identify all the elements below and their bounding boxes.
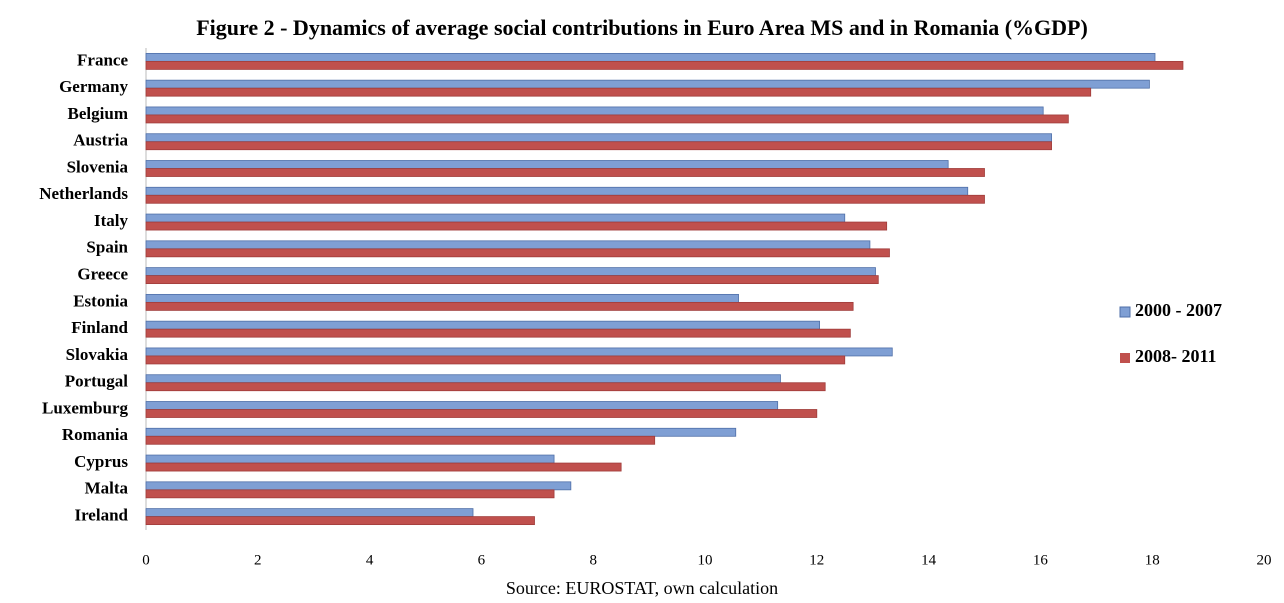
y-tick-label: Germany (59, 77, 128, 96)
legend-swatch (1120, 353, 1130, 363)
bar (145, 87, 1092, 97)
bar (145, 462, 622, 472)
bar (145, 52, 1156, 62)
bar (145, 382, 826, 392)
legend-swatch (1119, 306, 1131, 318)
bar (145, 328, 851, 338)
x-tick-label: 6 (478, 552, 486, 568)
y-tick-label: Malta (85, 479, 129, 498)
legend-label: 2008- 2011 (1135, 346, 1217, 366)
bar (145, 355, 846, 365)
y-tick-label: Slovenia (67, 157, 129, 176)
y-tick-label: Netherlands (39, 184, 128, 203)
bar (145, 508, 474, 518)
x-tick-label: 8 (589, 552, 597, 568)
y-tick-label: Belgium (68, 104, 128, 123)
bar (145, 160, 949, 169)
bar (145, 168, 985, 177)
y-tick-label: Romania (62, 425, 129, 444)
bar (145, 301, 854, 311)
x-tick-label: 2 (254, 552, 262, 568)
x-tick-label: 16 (1033, 552, 1049, 568)
bar (145, 114, 1069, 124)
bar (145, 481, 572, 491)
y-tick-label: Greece (77, 265, 128, 284)
x-tick-label: 18 (1145, 552, 1160, 568)
bar (145, 516, 535, 526)
y-tick-label: Luxemburg (42, 398, 128, 417)
bar (145, 347, 893, 357)
bar (145, 454, 555, 464)
legend-label: 2000 - 2007 (1135, 300, 1222, 320)
y-tick-label: Portugal (65, 372, 129, 391)
y-tick-label: Italy (94, 211, 129, 230)
source-note: Source: EUROSTAT, own calculation (506, 578, 778, 598)
y-tick-label: France (77, 50, 128, 69)
bar (145, 60, 1184, 70)
bar (145, 489, 555, 499)
bar (145, 106, 1044, 116)
bar (145, 194, 985, 204)
chart-title: Figure 2 - Dynamics of average social co… (196, 15, 1088, 40)
x-tick-label: 14 (921, 552, 937, 568)
bar (145, 320, 820, 330)
bar (145, 141, 1052, 151)
bar (145, 186, 969, 196)
y-tick-label: Ireland (74, 506, 128, 525)
bar (145, 427, 737, 437)
y-tick-label: Estonia (73, 291, 128, 310)
x-tick-label: 12 (809, 552, 824, 568)
x-tick-label: 10 (698, 552, 713, 568)
bar (145, 240, 871, 250)
bar (145, 79, 1150, 89)
y-tick-label: Spain (86, 238, 128, 257)
bar (145, 275, 879, 285)
bar (145, 293, 739, 303)
bar (145, 221, 888, 231)
bar (145, 248, 890, 258)
x-tick-label: 4 (366, 552, 374, 568)
bar (145, 133, 1052, 143)
bar (145, 435, 656, 445)
bar (145, 374, 781, 384)
x-tick-label: 20 (1257, 552, 1272, 568)
bar (145, 401, 779, 410)
bar (145, 267, 876, 277)
y-tick-label: Finland (71, 318, 128, 337)
y-tick-label: Slovakia (66, 345, 129, 364)
x-tick-label: 0 (142, 552, 150, 568)
y-tick-label: Austria (73, 131, 128, 150)
bar (145, 213, 846, 223)
bar (145, 409, 818, 418)
y-tick-label: Cyprus (74, 452, 128, 471)
